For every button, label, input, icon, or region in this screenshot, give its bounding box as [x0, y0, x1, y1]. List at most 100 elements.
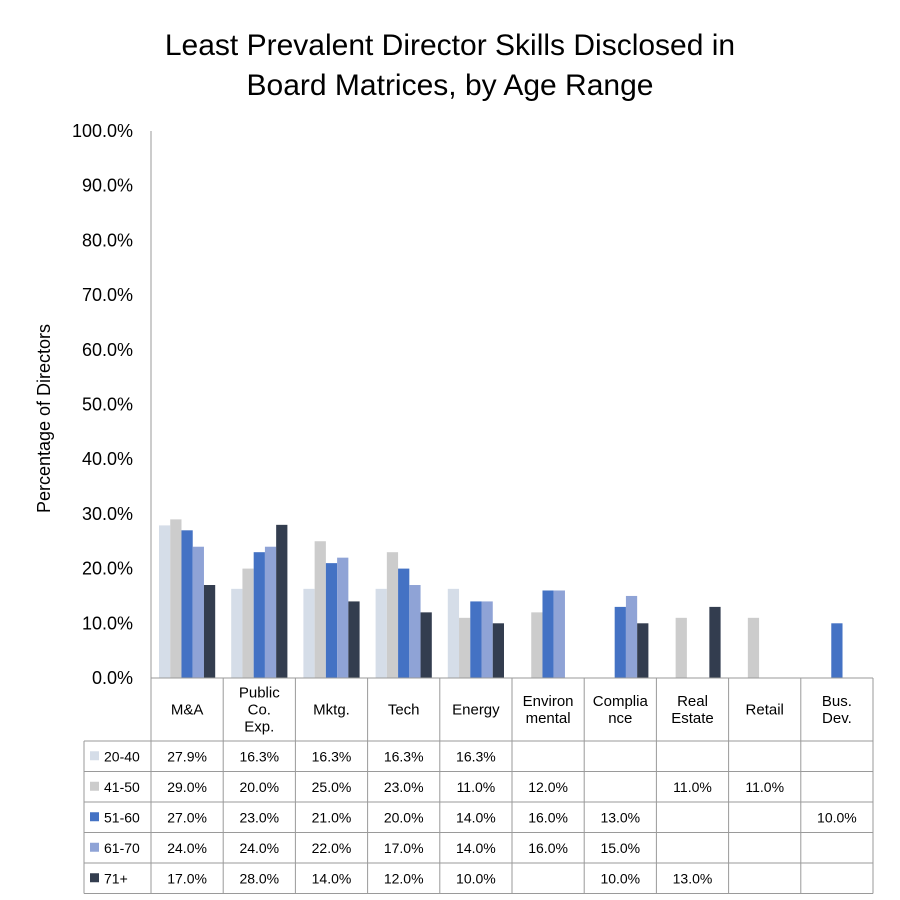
bar-61-70-2 [337, 557, 349, 678]
bar-51-60-2 [325, 563, 338, 678]
bar-20-40-4 [447, 588, 460, 678]
data-label: 10.0% [817, 809, 857, 825]
bar-51-60-9 [831, 623, 843, 678]
x-category-label: Bus. [822, 693, 852, 710]
bar-20-40-0 [159, 525, 171, 678]
x-category-label: Dev. [822, 710, 852, 727]
chart-title-line-1: Least Prevalent Director Skills Disclose… [164, 29, 736, 62]
bar-51-60-0 [181, 530, 193, 678]
data-label: 23.0% [239, 809, 279, 825]
x-category-label: Complia [593, 693, 649, 710]
legend-swatch-41-50 [90, 781, 99, 791]
bar-41-50-3 [386, 552, 399, 678]
bar-61-70-1 [264, 546, 277, 678]
y-tick-label: 60.0% [82, 340, 133, 360]
data-label: 16.3% [456, 748, 496, 764]
bar-41-50-0 [170, 519, 182, 678]
chart-title-line-2: Board Matrices, by Age Range [246, 69, 654, 102]
data-label: 20.0% [239, 779, 279, 795]
bar-51-60-4 [470, 601, 482, 678]
bar-71+-6 [637, 623, 649, 678]
y-tick-label: 10.0% [82, 613, 133, 633]
data-label: 13.0% [673, 870, 713, 886]
bar-61-70-6 [625, 595, 638, 678]
bar-41-50-4 [459, 617, 471, 678]
x-category-label: Real [677, 693, 708, 710]
y-tick-label: 0.0% [92, 668, 133, 688]
data-label: 24.0% [167, 840, 207, 856]
data-label: 13.0% [600, 809, 640, 825]
data-label: 15.0% [600, 840, 640, 856]
x-category-label: Retail [746, 702, 784, 719]
bar-51-60-1 [253, 552, 265, 678]
legend-label: 51-60 [104, 809, 140, 825]
x-category-label: Energy [452, 702, 500, 719]
data-label: 22.0% [312, 840, 352, 856]
bar-41-50-2 [314, 541, 326, 678]
bar-61-70-5 [553, 590, 565, 678]
bar-61-70-4 [481, 601, 493, 678]
y-axis-title: Percentage of Directors [34, 324, 54, 513]
bar-71+-7 [709, 606, 721, 678]
data-label: 14.0% [456, 840, 496, 856]
data-label: 12.0% [384, 870, 424, 886]
data-label: 11.0% [673, 779, 712, 795]
x-category-label: M&A [171, 702, 204, 719]
data-label: 10.0% [600, 870, 640, 886]
y-tick-label: 100.0% [72, 121, 133, 141]
x-category-label: Co. [248, 702, 271, 719]
data-label: 16.3% [384, 748, 424, 764]
data-label: 16.0% [528, 840, 568, 856]
data-label: 16.3% [312, 748, 352, 764]
bar-71+-0 [203, 585, 216, 678]
bar-20-40-3 [375, 588, 387, 678]
bar-51-60-3 [398, 568, 410, 678]
data-label: 23.0% [384, 779, 424, 795]
bar-71+-3 [420, 612, 432, 678]
bar-41-50-1 [242, 568, 254, 678]
x-category-label: Exp. [244, 719, 274, 736]
y-tick-label: 70.0% [82, 285, 133, 305]
bar-41-50-5 [531, 612, 543, 678]
data-label: 27.9% [167, 748, 207, 764]
legend-label: 61-70 [104, 840, 140, 856]
legend-label: 41-50 [104, 779, 140, 795]
y-tick-label: 20.0% [82, 559, 133, 579]
data-label: 17.0% [384, 840, 424, 856]
bar-41-50-8 [747, 617, 760, 678]
data-label: 16.0% [528, 809, 568, 825]
x-category-label: Mktg. [313, 702, 350, 719]
data-label: 24.0% [239, 840, 279, 856]
bar-61-70-0 [192, 546, 204, 678]
legend-label: 20-40 [104, 748, 140, 764]
y-tick-label: 80.0% [82, 230, 133, 250]
y-tick-label: 30.0% [82, 504, 133, 524]
legend-swatch-51-60 [90, 812, 99, 822]
y-tick-label: 50.0% [82, 395, 133, 415]
y-tick-label: 90.0% [82, 176, 133, 196]
data-label: 20.0% [384, 809, 424, 825]
bar-20-40-1 [231, 588, 243, 678]
bar-51-60-6 [614, 606, 626, 678]
bar-20-40-2 [303, 588, 315, 678]
data-label: 25.0% [312, 779, 352, 795]
data-label: 14.0% [456, 809, 496, 825]
data-label: 10.0% [456, 870, 496, 886]
data-label: 11.0% [745, 779, 784, 795]
legend-swatch-71+ [90, 873, 99, 883]
chart-title: Least Prevalent Director Skills Disclose… [0, 26, 900, 106]
data-label: 28.0% [239, 870, 279, 886]
bar-61-70-3 [409, 585, 421, 678]
legend-swatch-61-70 [90, 842, 99, 852]
bar-71+-4 [492, 623, 504, 678]
x-category-label: mental [526, 710, 571, 727]
data-label: 29.0% [167, 779, 207, 795]
x-category-label: Estate [671, 710, 714, 727]
bar-51-60-5 [542, 590, 554, 678]
bar-71+-1 [276, 524, 288, 678]
data-label: 21.0% [312, 809, 352, 825]
x-category-label: Environ [523, 693, 574, 710]
bar-71+-2 [348, 601, 360, 678]
x-category-label: Tech [388, 702, 420, 719]
